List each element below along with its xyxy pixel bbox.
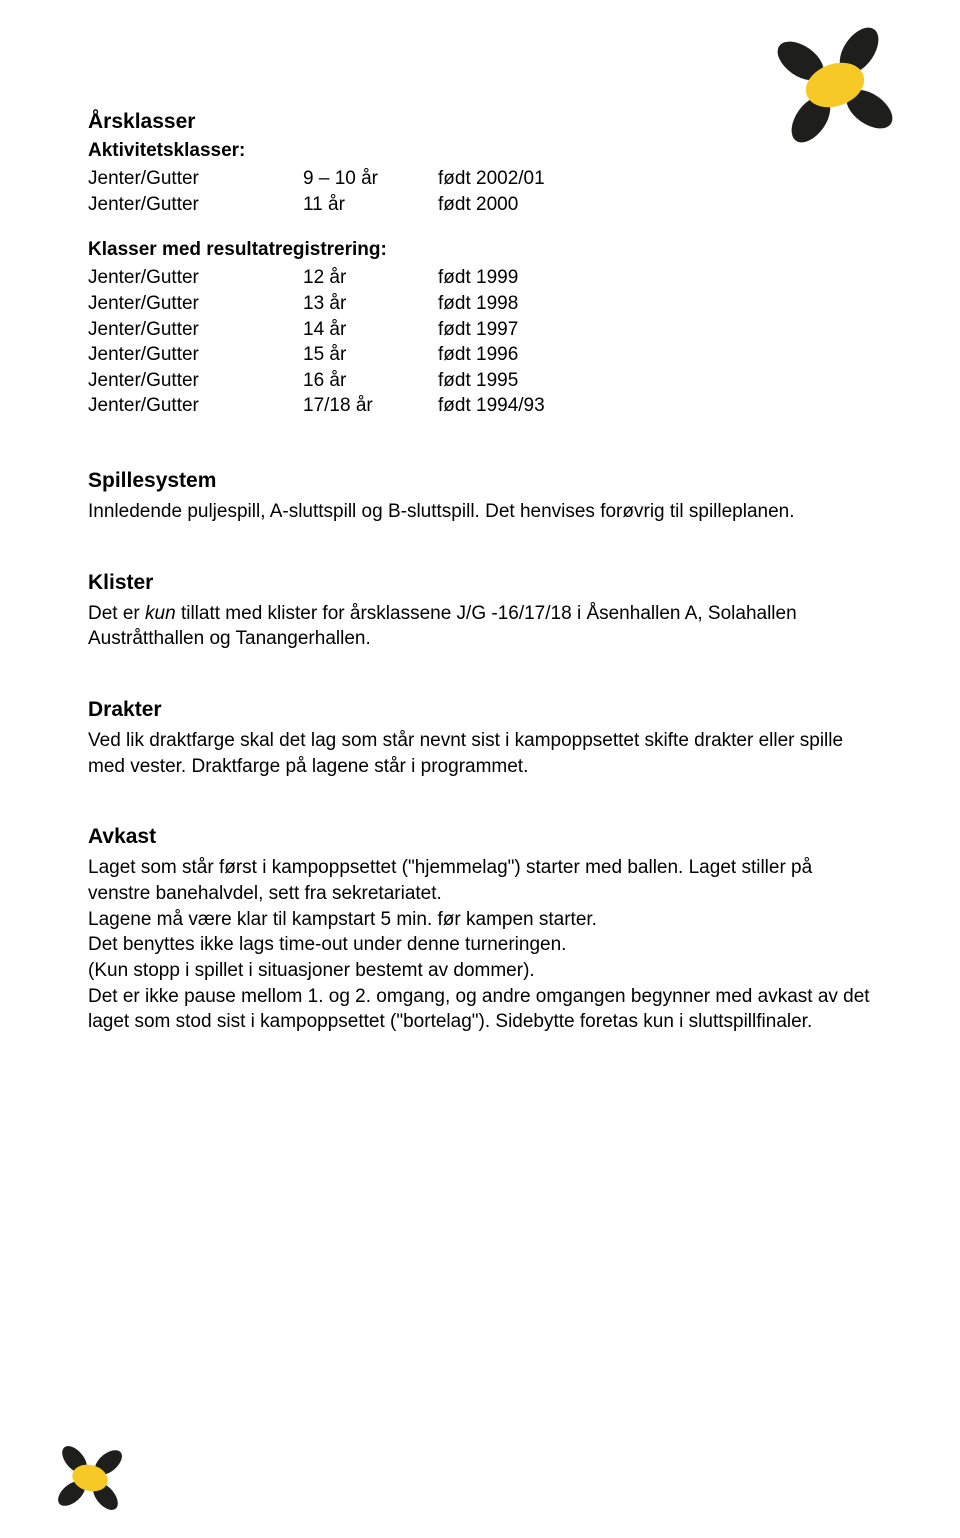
avkast-p4: (Kun stopp i spillet i situasjoner beste… <box>88 958 872 984</box>
klister-body-pre: Det er <box>88 603 145 624</box>
table-cell: født 2002/01 <box>438 166 545 192</box>
table-cell: 9 – 10 år <box>303 166 438 192</box>
aktivitetsklasser-table: Jenter/Gutter 9 – 10 år født 2002/01 Jen… <box>88 166 545 217</box>
drakter-body: Ved lik draktfarge skal det lag som står… <box>88 728 872 779</box>
klister-body-post: tillatt med klister for årsklassene J/G … <box>88 603 797 650</box>
table-cell: født 1995 <box>438 368 545 394</box>
table-cell: Jenter/Gutter <box>88 166 303 192</box>
spillesystem-heading: Spillesystem <box>88 469 872 493</box>
drakter-heading: Drakter <box>88 698 872 722</box>
table-cell: 11 år <box>303 192 438 218</box>
table-row: Jenter/Gutter 15 år født 1996 <box>88 342 545 368</box>
decoration-bottom-icon <box>40 1438 140 1518</box>
table-cell: Jenter/Gutter <box>88 192 303 218</box>
decoration-top-icon <box>750 15 920 155</box>
resultatreg-subheading: Klasser med resultatregistrering: <box>88 239 872 261</box>
table-row: Jenter/Gutter 11 år født 2000 <box>88 192 545 218</box>
klister-heading: Klister <box>88 571 872 595</box>
resultatreg-table: Jenter/Gutter 12 år født 1999 Jenter/Gut… <box>88 265 545 419</box>
document-page: Årsklasser Aktivitetsklasser: Jenter/Gut… <box>0 0 960 1538</box>
table-row: Jenter/Gutter 16 år født 1995 <box>88 368 545 394</box>
klister-body: Det er kun tillatt med klister for årskl… <box>88 601 872 652</box>
table-cell: Jenter/Gutter <box>88 393 303 419</box>
avkast-p3: Det benyttes ikke lags time-out under de… <box>88 932 872 958</box>
avkast-p2: Lagene må være klar til kampstart 5 min.… <box>88 907 872 933</box>
table-cell: født 2000 <box>438 192 545 218</box>
table-cell: 15 år <box>303 342 438 368</box>
table-cell: Jenter/Gutter <box>88 317 303 343</box>
klister-body-em: kun <box>145 603 176 624</box>
avkast-p5: Det er ikke pause mellom 1. og 2. omgang… <box>88 984 872 1035</box>
avkast-heading: Avkast <box>88 825 872 849</box>
table-cell: født 1997 <box>438 317 545 343</box>
table-cell: 16 år <box>303 368 438 394</box>
table-cell: Jenter/Gutter <box>88 265 303 291</box>
table-cell: født 1994/93 <box>438 393 545 419</box>
table-cell: født 1999 <box>438 265 545 291</box>
table-row: Jenter/Gutter 12 år født 1999 <box>88 265 545 291</box>
table-cell: 13 år <box>303 291 438 317</box>
spillesystem-body: Innledende puljespill, A-sluttspill og B… <box>88 499 872 525</box>
table-row: Jenter/Gutter 17/18 år født 1994/93 <box>88 393 545 419</box>
table-cell: Jenter/Gutter <box>88 342 303 368</box>
table-cell: født 1996 <box>438 342 545 368</box>
table-cell: Jenter/Gutter <box>88 291 303 317</box>
table-cell: 14 år <box>303 317 438 343</box>
table-row: Jenter/Gutter 13 år født 1998 <box>88 291 545 317</box>
table-cell: født 1998 <box>438 291 545 317</box>
table-cell: 12 år <box>303 265 438 291</box>
avkast-p1: Laget som står først i kampoppsettet ("h… <box>88 855 872 906</box>
table-cell: Jenter/Gutter <box>88 368 303 394</box>
table-cell: 17/18 år <box>303 393 438 419</box>
table-row: Jenter/Gutter 9 – 10 år født 2002/01 <box>88 166 545 192</box>
table-row: Jenter/Gutter 14 år født 1997 <box>88 317 545 343</box>
